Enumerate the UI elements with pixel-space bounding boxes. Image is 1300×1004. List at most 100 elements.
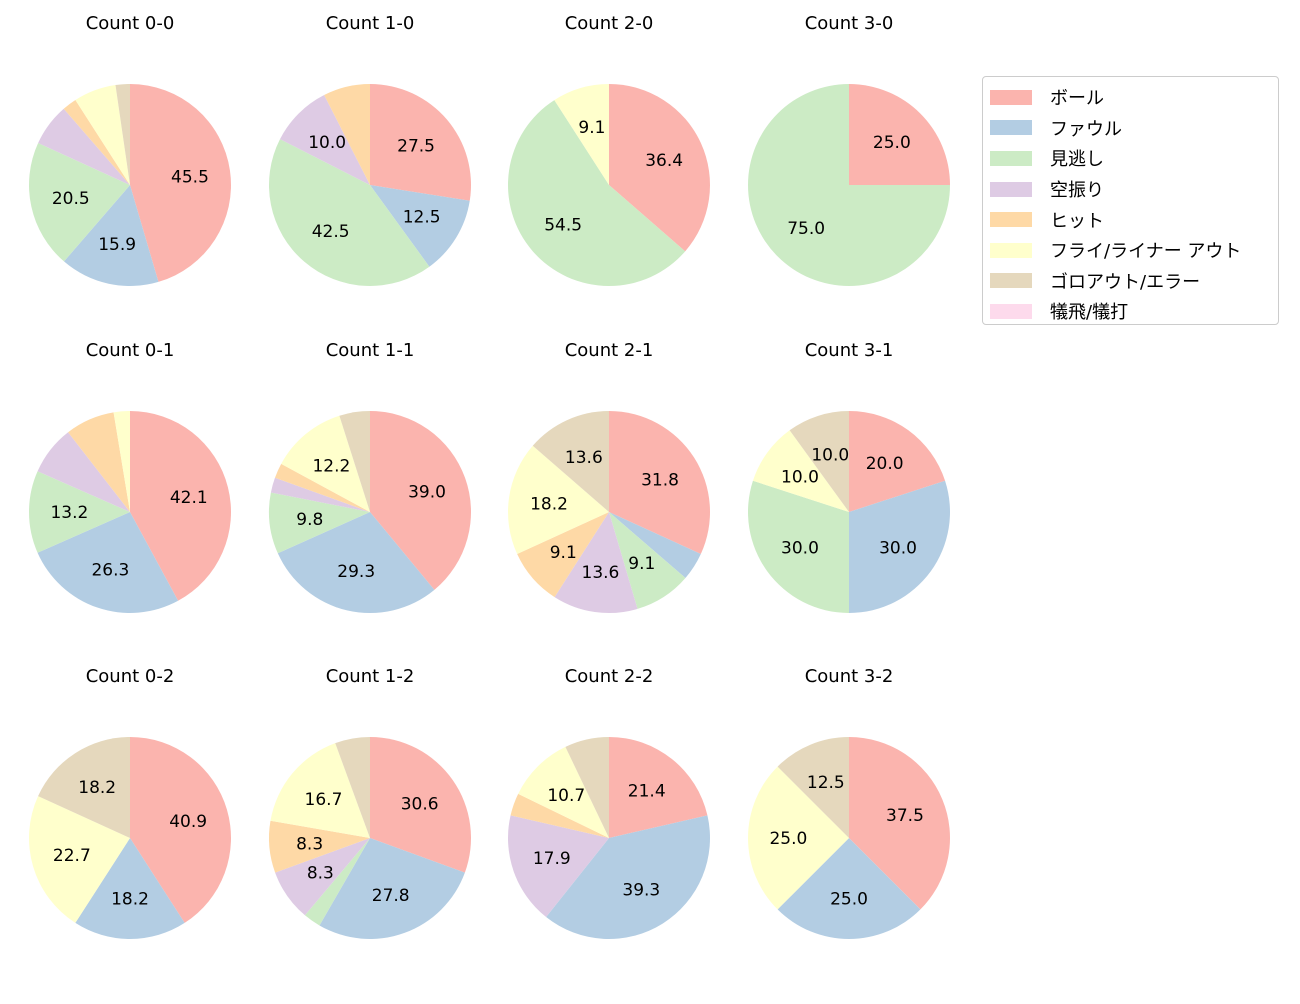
slice-label: 36.4 xyxy=(645,151,683,171)
slice-label: 25.0 xyxy=(830,890,868,910)
slice-label: 29.3 xyxy=(337,562,375,582)
legend-label: 見逃し xyxy=(1050,149,1104,171)
pie-slice xyxy=(75,85,130,185)
pie-slice xyxy=(38,108,130,185)
slice-label: 27.5 xyxy=(397,137,435,157)
slice-label: 12.2 xyxy=(312,456,350,476)
pie-slice xyxy=(370,411,471,590)
slice-label: 45.5 xyxy=(171,167,209,187)
slice-label: 25.0 xyxy=(769,829,807,849)
legend-item: フライ/ライナー アウト xyxy=(990,235,1278,266)
pie-slice xyxy=(280,95,370,185)
legend-swatch xyxy=(990,181,1032,197)
legend: ボール ファウル 見逃し 空振り ヒット フライ/ライナー アウト ゴロアウト/… xyxy=(982,76,1279,325)
pie-title: Count 0-0 xyxy=(86,13,175,34)
pie-slice xyxy=(849,411,946,512)
pie-slice xyxy=(747,480,849,613)
slice-label: 75.0 xyxy=(787,219,825,239)
legend-item: ボール xyxy=(990,82,1278,113)
pie-title: Count 1-0 xyxy=(326,13,415,34)
pie-slice xyxy=(609,512,701,579)
pie-slice xyxy=(268,139,430,287)
slice-label: 13.6 xyxy=(565,448,603,468)
legend-swatch xyxy=(990,303,1032,319)
slice-label: 12.5 xyxy=(403,208,441,228)
legend-label: ゴロアウト/エラー xyxy=(1050,271,1201,293)
pie-slice xyxy=(270,477,370,512)
slice-label: 22.7 xyxy=(53,846,91,866)
pie-slice xyxy=(28,471,130,553)
slice-label: 10.0 xyxy=(781,467,819,487)
legend-item: 空振り xyxy=(990,174,1278,205)
slice-label: 18.2 xyxy=(111,890,149,910)
pie-title: Count 3-1 xyxy=(805,340,894,361)
pie-slice xyxy=(335,737,370,838)
legend-item: ゴロアウト/エラー xyxy=(990,266,1278,297)
pie-slice xyxy=(554,512,638,613)
pie-slice xyxy=(324,84,370,185)
legend-label: フライ/ライナー アウト xyxy=(1050,241,1242,263)
slice-label: 42.1 xyxy=(170,488,208,508)
pie-slice xyxy=(274,463,370,512)
slice-label: 20.0 xyxy=(866,454,904,474)
slice-label: 42.5 xyxy=(312,222,350,242)
pie-slice xyxy=(63,185,159,286)
pie-slice xyxy=(37,432,131,512)
legend-label: 犠飛/犠打 xyxy=(1050,302,1129,324)
pie-title: Count 2-1 xyxy=(565,340,654,361)
slice-label: 20.5 xyxy=(52,189,90,209)
pie-slice xyxy=(609,512,686,609)
slice-label: 37.5 xyxy=(886,806,924,826)
pie-slice xyxy=(849,84,950,185)
slice-label: 8.3 xyxy=(296,834,323,854)
slice-label: 30.0 xyxy=(781,539,819,559)
pie-slice xyxy=(752,430,849,512)
pie-slice xyxy=(281,415,370,512)
legend-item: ファウル xyxy=(990,113,1278,144)
legend-swatch xyxy=(990,150,1032,166)
pie-slice xyxy=(275,838,370,916)
pie-title: Count 2-2 xyxy=(565,666,654,687)
slice-label: 27.8 xyxy=(372,886,410,906)
pie-slice xyxy=(37,512,179,613)
slice-label: 10.0 xyxy=(308,133,346,153)
slice-label: 30.6 xyxy=(401,794,439,814)
pie-title: Count 0-2 xyxy=(86,666,175,687)
pie-slice xyxy=(370,185,470,267)
slice-label: 9.1 xyxy=(628,554,655,574)
legend-label: ファウル xyxy=(1050,118,1122,140)
slice-label: 31.8 xyxy=(641,470,679,490)
pie-slice xyxy=(68,412,130,512)
legend-swatch xyxy=(990,212,1032,228)
slice-label: 9.1 xyxy=(578,118,605,138)
pie-title: Count 1-2 xyxy=(326,666,415,687)
pie-slice xyxy=(777,737,849,838)
legend-label: 空振り xyxy=(1050,180,1104,202)
slice-label: 26.3 xyxy=(91,560,129,580)
legend-swatch xyxy=(990,89,1032,105)
legend-swatch xyxy=(990,273,1032,289)
pie-slice xyxy=(269,820,370,873)
pie-slice xyxy=(507,100,686,287)
pie-slice xyxy=(849,737,951,910)
slice-label: 25.0 xyxy=(873,133,911,153)
pie-slice xyxy=(130,411,231,601)
pie-slice xyxy=(130,84,231,282)
pie-title: Count 0-1 xyxy=(86,340,175,361)
pie-slice xyxy=(270,743,370,838)
pie-slice xyxy=(508,445,609,555)
slice-label: 18.2 xyxy=(78,778,116,798)
pie-slice xyxy=(113,411,130,512)
pie-slice xyxy=(130,737,232,923)
legend-swatch xyxy=(990,120,1032,136)
legend-swatch xyxy=(990,242,1032,258)
pie-title: Count 3-2 xyxy=(805,666,894,687)
pie-slice xyxy=(748,84,950,286)
pie-slice xyxy=(370,84,471,201)
pie-slice xyxy=(609,737,708,838)
slice-label: 21.4 xyxy=(628,782,666,802)
pie-slice xyxy=(609,411,710,555)
slice-label: 13.2 xyxy=(50,503,88,523)
slice-label: 13.6 xyxy=(582,563,620,583)
slice-label: 8.3 xyxy=(307,864,334,884)
